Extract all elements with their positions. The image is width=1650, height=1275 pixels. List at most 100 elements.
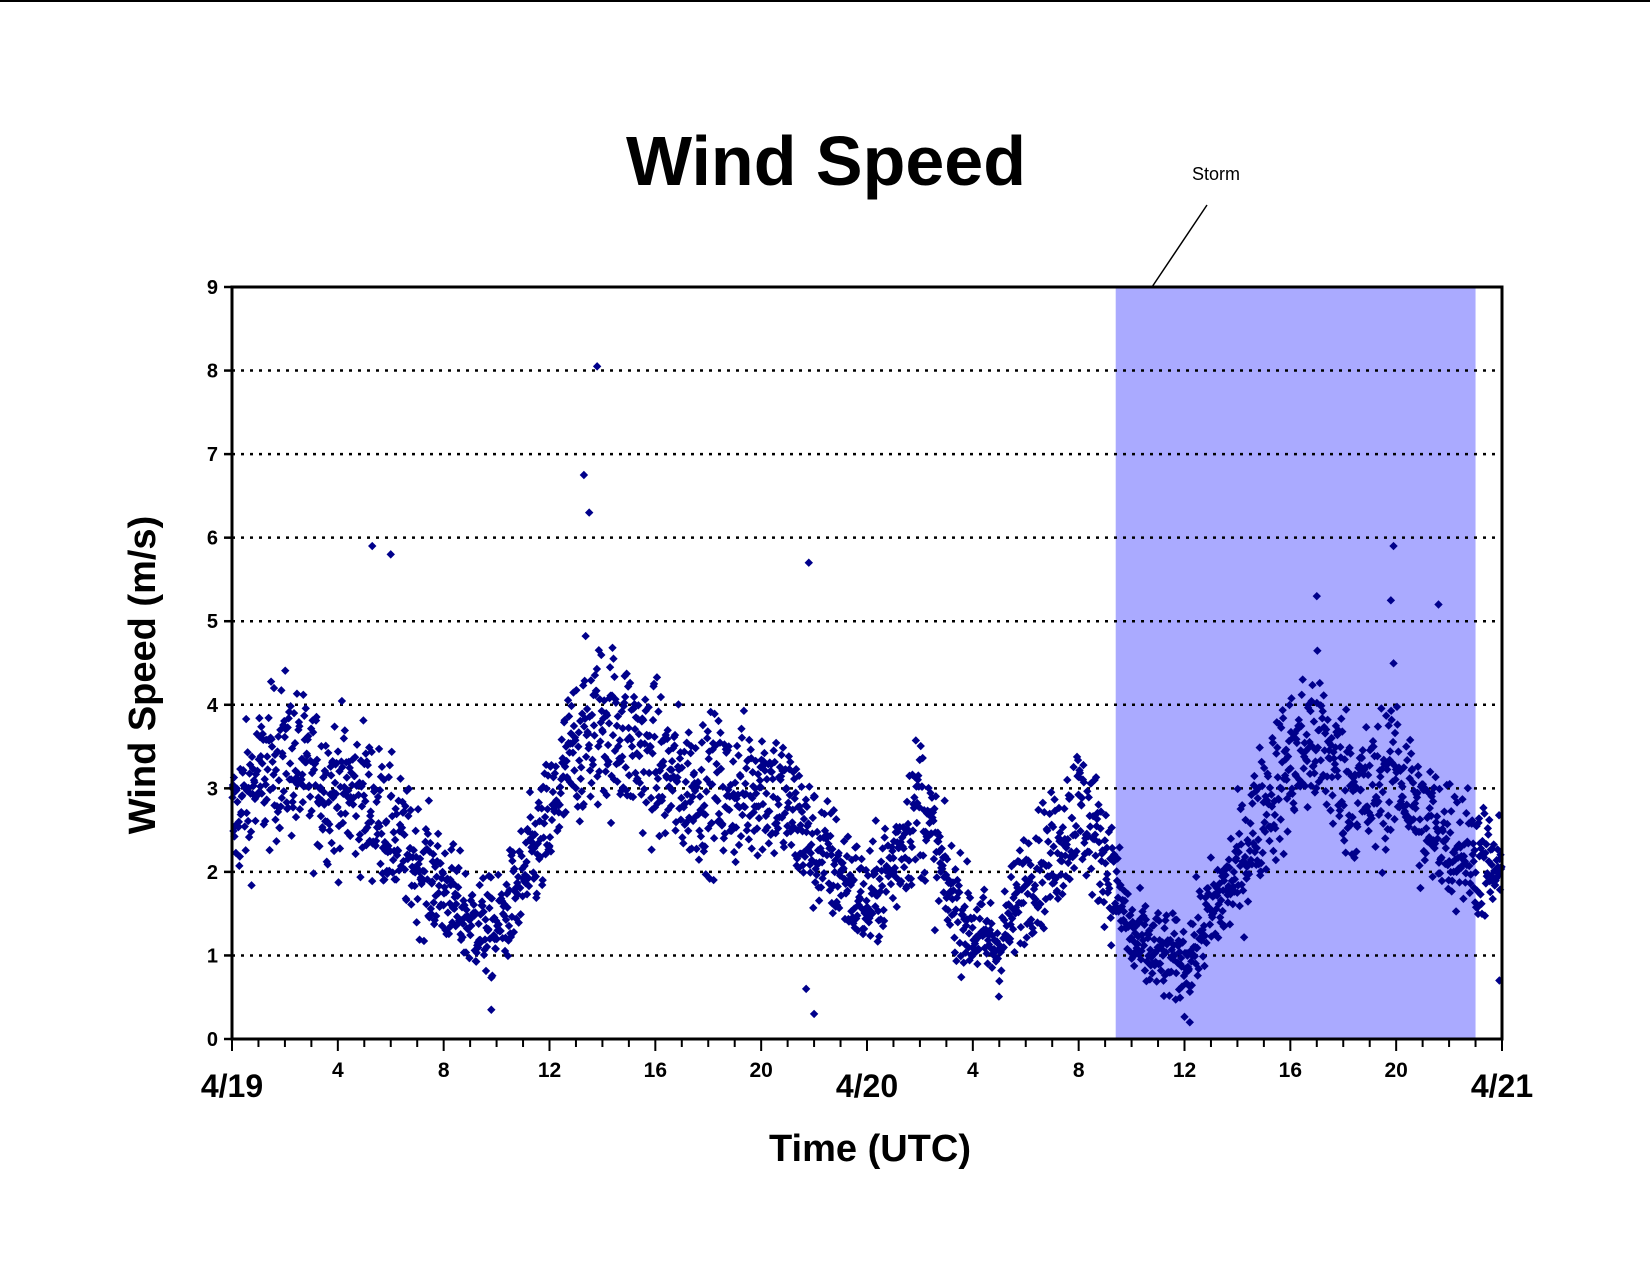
data-point [1249, 839, 1258, 848]
data-point [1054, 803, 1064, 813]
data-point [287, 831, 296, 840]
data-point [1133, 939, 1142, 949]
data-point [730, 778, 740, 787]
data-point [261, 816, 270, 826]
data-point [469, 900, 478, 909]
data-point [267, 742, 277, 751]
data-point [386, 550, 395, 559]
data-point [793, 826, 802, 835]
data-point [1156, 966, 1166, 975]
data-point [1117, 924, 1126, 933]
data-point [1061, 871, 1071, 881]
data-point [586, 676, 596, 685]
data-point [1188, 920, 1198, 929]
data-point [618, 752, 627, 761]
data-point [343, 828, 352, 838]
data-point [685, 797, 695, 806]
data-point [430, 919, 439, 929]
data-point [1421, 784, 1430, 793]
data-point [1440, 807, 1449, 816]
data-point [387, 747, 396, 756]
data-point [1376, 772, 1385, 781]
data-point [786, 757, 795, 767]
data-point [257, 722, 266, 731]
data-point [503, 903, 512, 912]
data-point [1170, 929, 1179, 938]
data-point [504, 921, 514, 931]
data-point [1177, 962, 1186, 971]
data-point [1318, 714, 1327, 723]
data-point [1435, 869, 1445, 878]
data-point [262, 795, 271, 804]
data-point [1048, 822, 1058, 832]
data-point [501, 933, 510, 942]
data-point [503, 951, 513, 961]
x-major-tick-label: 4/20 [836, 1068, 898, 1104]
data-point [735, 803, 744, 812]
data-point [389, 828, 398, 837]
data-point [1224, 855, 1234, 864]
data-point [1268, 738, 1278, 747]
data-point [1116, 880, 1125, 890]
data-point [516, 827, 526, 836]
data-point [1045, 892, 1055, 902]
data-point [1238, 886, 1248, 895]
data-point [1444, 884, 1453, 894]
data-point [1282, 794, 1292, 803]
data-point [1479, 853, 1489, 862]
data-point [910, 772, 920, 782]
data-point [1216, 896, 1226, 905]
data-point [738, 810, 747, 820]
data-point [1468, 816, 1477, 825]
data-point [804, 819, 813, 828]
data-point [1281, 745, 1291, 754]
data-point [1066, 847, 1076, 856]
data-point [714, 809, 724, 819]
data-point [663, 726, 672, 735]
data-point [1221, 870, 1230, 880]
data-point [809, 1009, 819, 1019]
data-point [1119, 915, 1128, 925]
x-tick-label: 8 [438, 1059, 450, 1082]
data-point [539, 819, 549, 828]
data-point [1232, 854, 1241, 863]
data-point [289, 791, 298, 800]
data-point [1283, 752, 1293, 761]
data-point [274, 776, 284, 785]
data-point [424, 796, 434, 805]
data-point [352, 740, 362, 749]
data-point [287, 744, 297, 753]
data-point [1165, 991, 1174, 1000]
data-point [1381, 834, 1390, 843]
data-point [635, 751, 644, 761]
data-point [457, 903, 467, 912]
data-point [410, 868, 420, 877]
data-point [1312, 783, 1321, 793]
data-point [1046, 848, 1055, 858]
data-point [769, 792, 778, 802]
data-point [1494, 811, 1504, 820]
data-point [1476, 890, 1485, 899]
data-point [997, 966, 1006, 975]
data-point [1212, 883, 1221, 893]
data-point [754, 813, 764, 823]
data-point [1187, 981, 1197, 990]
data-point [275, 823, 285, 833]
data-point [824, 839, 833, 849]
data-point [826, 809, 836, 818]
data-point [642, 746, 652, 755]
data-point [935, 847, 944, 856]
data-point [719, 846, 728, 855]
data-point [351, 811, 361, 821]
data-point [661, 730, 670, 740]
data-point [854, 896, 863, 906]
data-point [758, 845, 767, 854]
data-point [1199, 921, 1209, 931]
data-point [1275, 834, 1284, 844]
data-point [496, 926, 505, 936]
data-point [247, 881, 256, 890]
data-point [1254, 835, 1263, 844]
data-point [780, 809, 790, 818]
data-point [1382, 711, 1391, 720]
data-point [497, 890, 506, 899]
